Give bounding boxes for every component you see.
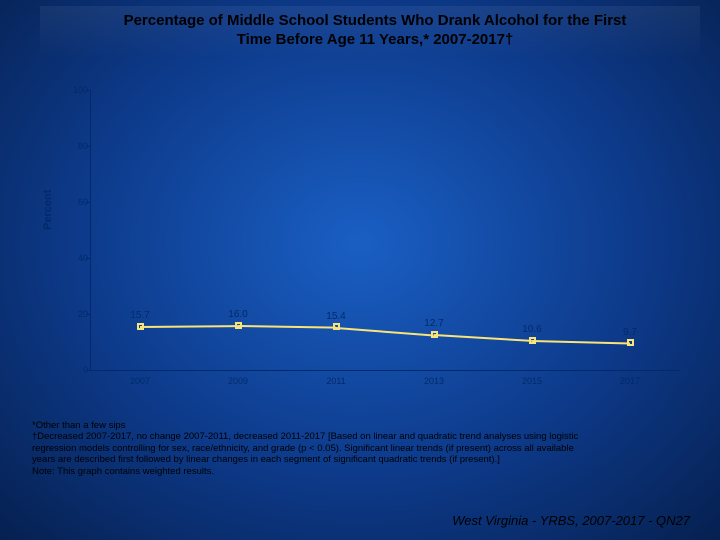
line-segment [532,340,630,345]
value-label: 15.7 [120,310,160,321]
data-marker [137,323,144,330]
y-tick-label: 40 [68,253,88,263]
x-tick-label: 2009 [208,376,268,386]
y-tick-mark [86,90,90,91]
title-line-2: Time Before Age 11 Years,* 2007-2017† [237,31,514,48]
x-tick-label: 2007 [110,376,170,386]
plot-area: 15.7 16.0 15.4 12.7 10.6 9.7 [90,90,680,370]
x-tick-label: 2017 [600,376,660,386]
line-segment [238,325,336,329]
y-tick-mark [86,146,90,147]
value-label: 12.7 [414,318,454,329]
line-segment [140,325,238,328]
y-tick-label: 20 [68,309,88,319]
y-tick-mark [86,314,90,315]
y-tick-mark [86,370,90,371]
value-label: 10.6 [512,324,552,335]
y-tick-label: 60 [68,197,88,207]
value-label: 9.7 [610,327,650,338]
y-tick-label: 0 [68,365,88,375]
footnote-line: *Other than a few sips [32,420,690,431]
line-chart: Percent 15.716.015.412.710.69.7 02040608… [60,90,680,400]
source-citation: West Virginia - YRBS, 2007-2017 - QN27 [452,513,690,528]
footnote-line: †Decreased 2007-2017, no change 2007-201… [32,431,690,442]
y-tick-label: 100 [68,85,88,95]
footnotes: *Other than a few sips †Decreased 2007-2… [32,420,690,477]
value-label: 15.4 [316,311,356,322]
line-segment [434,334,532,342]
footnote-line: Note: This graph contains weighted resul… [32,466,690,477]
data-marker [235,322,242,329]
x-tick-label: 2011 [306,376,366,386]
x-axis [90,370,680,371]
data-marker [627,339,634,346]
footnote-line: years are described first followed by li… [32,454,690,465]
footnote-line: regression models controlling for sex, r… [32,443,690,454]
data-marker [333,323,340,330]
x-tick-label: 2015 [502,376,562,386]
x-tick-label: 2013 [404,376,464,386]
value-label: 16.0 [218,309,258,320]
page-title: Percentage of Middle School Students Who… [60,12,690,50]
y-axis-label: Percent [42,190,54,230]
y-tick-mark [86,258,90,259]
title-line-1: Percentage of Middle School Students Who… [124,12,627,29]
data-marker [431,331,438,338]
data-marker [529,337,536,344]
y-tick-mark [86,202,90,203]
y-tick-label: 80 [68,141,88,151]
